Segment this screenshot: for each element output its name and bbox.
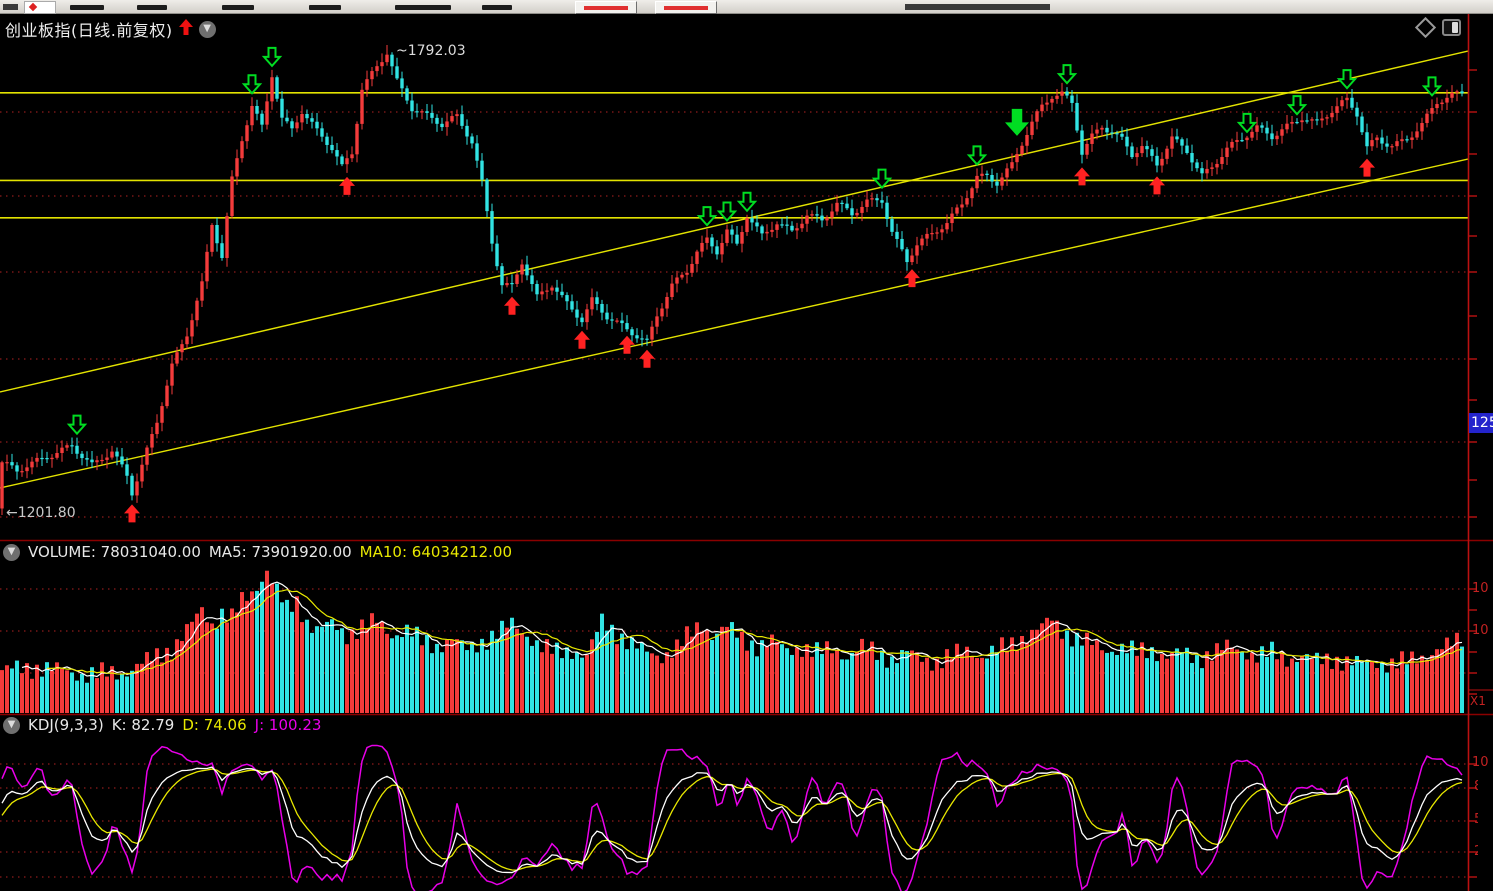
j-label: J: [254,716,265,734]
menu-item-fragment[interactable] [70,5,104,10]
menu-item-fragment[interactable] [137,5,167,10]
kdj-panel-header: ▼ KDJ(9,3,3) K: 82.79 D: 74.06 J: 100.23 [3,716,321,734]
chevron-down-icon[interactable]: ▼ [3,543,20,561]
window-icon[interactable] [3,4,18,10]
menu-item-fragment[interactable] [222,5,254,10]
ma5-label: MA5: [208,543,247,561]
volume-panel-header: ▼ VOLUME: 78031040.00 MA5: 73901920.00 M… [3,543,512,561]
d-value: 74.06 [203,716,247,734]
menu-item-fragment[interactable] [482,5,512,10]
ma10-value: 64034212.00 [411,543,512,561]
ma10-label: MA10: [359,543,407,561]
up-arrow-icon [178,19,193,39]
main-chart-header: 创业板指(日线.前复权) ▼ [5,17,216,41]
k-label: K: [111,716,127,734]
menu-item-fragment[interactable] [395,5,451,10]
menubar[interactable] [0,0,1493,14]
menubar-red-button[interactable] [575,1,637,14]
j-value: 100.23 [268,716,322,734]
chevron-down-icon[interactable]: ▼ [198,20,216,38]
app-logo-icon [24,1,56,14]
instrument-title: 创业板指(日线.前复权) [5,21,173,40]
menubar-red-button[interactable] [655,1,717,14]
chart-corner-tools [1414,16,1461,39]
ma5-value: 73901920.00 [251,543,352,561]
volume-label: VOLUME: [28,543,96,561]
chevron-down-icon[interactable]: ▼ [3,716,20,734]
k-value: 82.79 [131,716,175,734]
d-label: D: [182,716,199,734]
menu-item-fragment[interactable] [309,5,341,10]
kdj-name: KDJ(9,3,3) [28,716,104,734]
window-title-fragment [905,4,1050,10]
split-view-icon[interactable] [1442,19,1461,36]
diamond-icon[interactable] [1414,16,1437,39]
volume-value: 78031040.00 [100,543,201,561]
